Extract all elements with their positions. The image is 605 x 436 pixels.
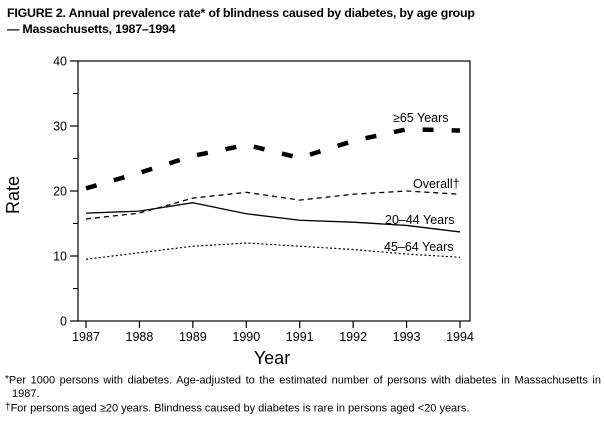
- axes-layer: 0 10 20 30 40 1987 1988 1989 1990 1991 1992 1993 199…: [53, 55, 474, 345]
- footnote-age-definition: †For persons aged ≥20 years. Blindness c…: [5, 401, 601, 416]
- y-tick-label: 10: [53, 250, 67, 264]
- footnote-rate-definition: *Per 1000 persons with diabetes. Age-adj…: [5, 373, 601, 401]
- footnote-rate-text: Per 1000 persons with diabetes. Age-adju…: [8, 374, 601, 400]
- series-label-20-44: 20–44 Years: [385, 213, 455, 227]
- series-label-45-64: 45–64 Years: [384, 240, 454, 254]
- footnote-marker-dagger: †: [5, 402, 11, 414]
- x-tick-label: 1991: [286, 330, 314, 344]
- footnote-marker-asterisk: *: [5, 374, 9, 385]
- series-line-1: [85, 190, 461, 220]
- y-tick-label: 40: [53, 55, 67, 69]
- figure-title: FIGURE 2. Annual prevalence rate* of bli…: [7, 5, 592, 37]
- x-tick-label: 1989: [179, 330, 207, 344]
- series-line-2: [85, 202, 461, 233]
- x-tick-label: 1993: [393, 330, 421, 344]
- x-tick-label: 1988: [126, 330, 154, 344]
- x-tick-label: 1992: [339, 330, 367, 344]
- x-tick-label: 1994: [446, 330, 474, 344]
- footnote-age-text: For persons aged ≥20 years. Blindness ca…: [10, 402, 470, 415]
- footnotes: *Per 1000 persons with diabetes. Age-adj…: [5, 373, 601, 416]
- series-line-0: [85, 127, 461, 191]
- series-label-65plus: ≥65 Years: [393, 111, 449, 125]
- y-tick-label: 0: [60, 315, 67, 329]
- x-tick-label: 1987: [72, 330, 100, 344]
- figure-title-line1: FIGURE 2. Annual prevalence rate* of bli…: [7, 6, 475, 20]
- series-label-overall: Overall†: [413, 177, 460, 191]
- y-axis-title: Rate: [3, 176, 23, 214]
- y-tick-label: 20: [53, 185, 67, 199]
- series-lines-layer: [85, 127, 461, 260]
- x-axis-title: Year: [254, 348, 290, 368]
- figure-title-line2: — Massachusetts, 1987–1994: [7, 22, 176, 36]
- y-tick-label: 30: [53, 120, 67, 134]
- x-tick-label: 1990: [232, 330, 260, 344]
